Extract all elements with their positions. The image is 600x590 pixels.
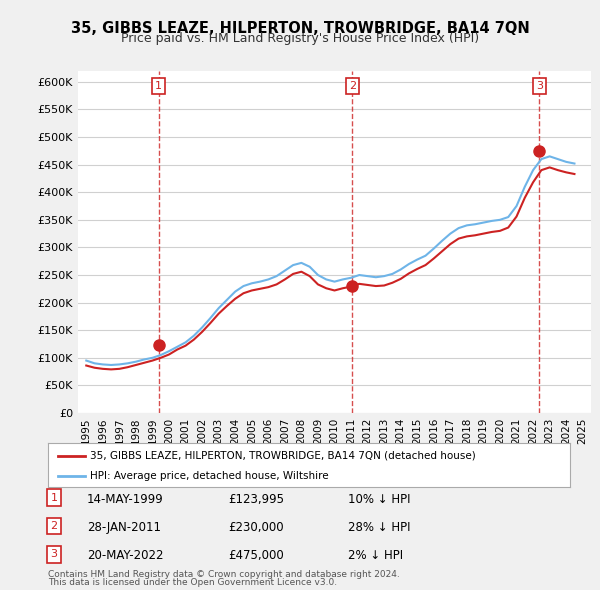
Text: £230,000: £230,000 (228, 521, 284, 534)
Text: 3: 3 (536, 81, 543, 91)
Text: 28% ↓ HPI: 28% ↓ HPI (348, 521, 410, 534)
Text: HPI: Average price, detached house, Wiltshire: HPI: Average price, detached house, Wilt… (90, 471, 328, 481)
Text: 1: 1 (50, 493, 58, 503)
Text: 14-MAY-1999: 14-MAY-1999 (87, 493, 164, 506)
Text: 35, GIBBS LEAZE, HILPERTON, TROWBRIDGE, BA14 7QN (detached house): 35, GIBBS LEAZE, HILPERTON, TROWBRIDGE, … (90, 451, 476, 461)
Text: £123,995: £123,995 (228, 493, 284, 506)
Text: 3: 3 (50, 549, 58, 559)
Text: 2: 2 (50, 521, 58, 531)
Text: This data is licensed under the Open Government Licence v3.0.: This data is licensed under the Open Gov… (48, 578, 337, 587)
Text: 28-JAN-2011: 28-JAN-2011 (87, 521, 161, 534)
Text: 2% ↓ HPI: 2% ↓ HPI (348, 549, 403, 562)
Text: Price paid vs. HM Land Registry's House Price Index (HPI): Price paid vs. HM Land Registry's House … (121, 32, 479, 45)
Text: 1: 1 (155, 81, 162, 91)
Text: 20-MAY-2022: 20-MAY-2022 (87, 549, 163, 562)
Text: Contains HM Land Registry data © Crown copyright and database right 2024.: Contains HM Land Registry data © Crown c… (48, 571, 400, 579)
Text: 2: 2 (349, 81, 356, 91)
Text: 10% ↓ HPI: 10% ↓ HPI (348, 493, 410, 506)
Text: £475,000: £475,000 (228, 549, 284, 562)
Text: 35, GIBBS LEAZE, HILPERTON, TROWBRIDGE, BA14 7QN: 35, GIBBS LEAZE, HILPERTON, TROWBRIDGE, … (71, 21, 529, 35)
